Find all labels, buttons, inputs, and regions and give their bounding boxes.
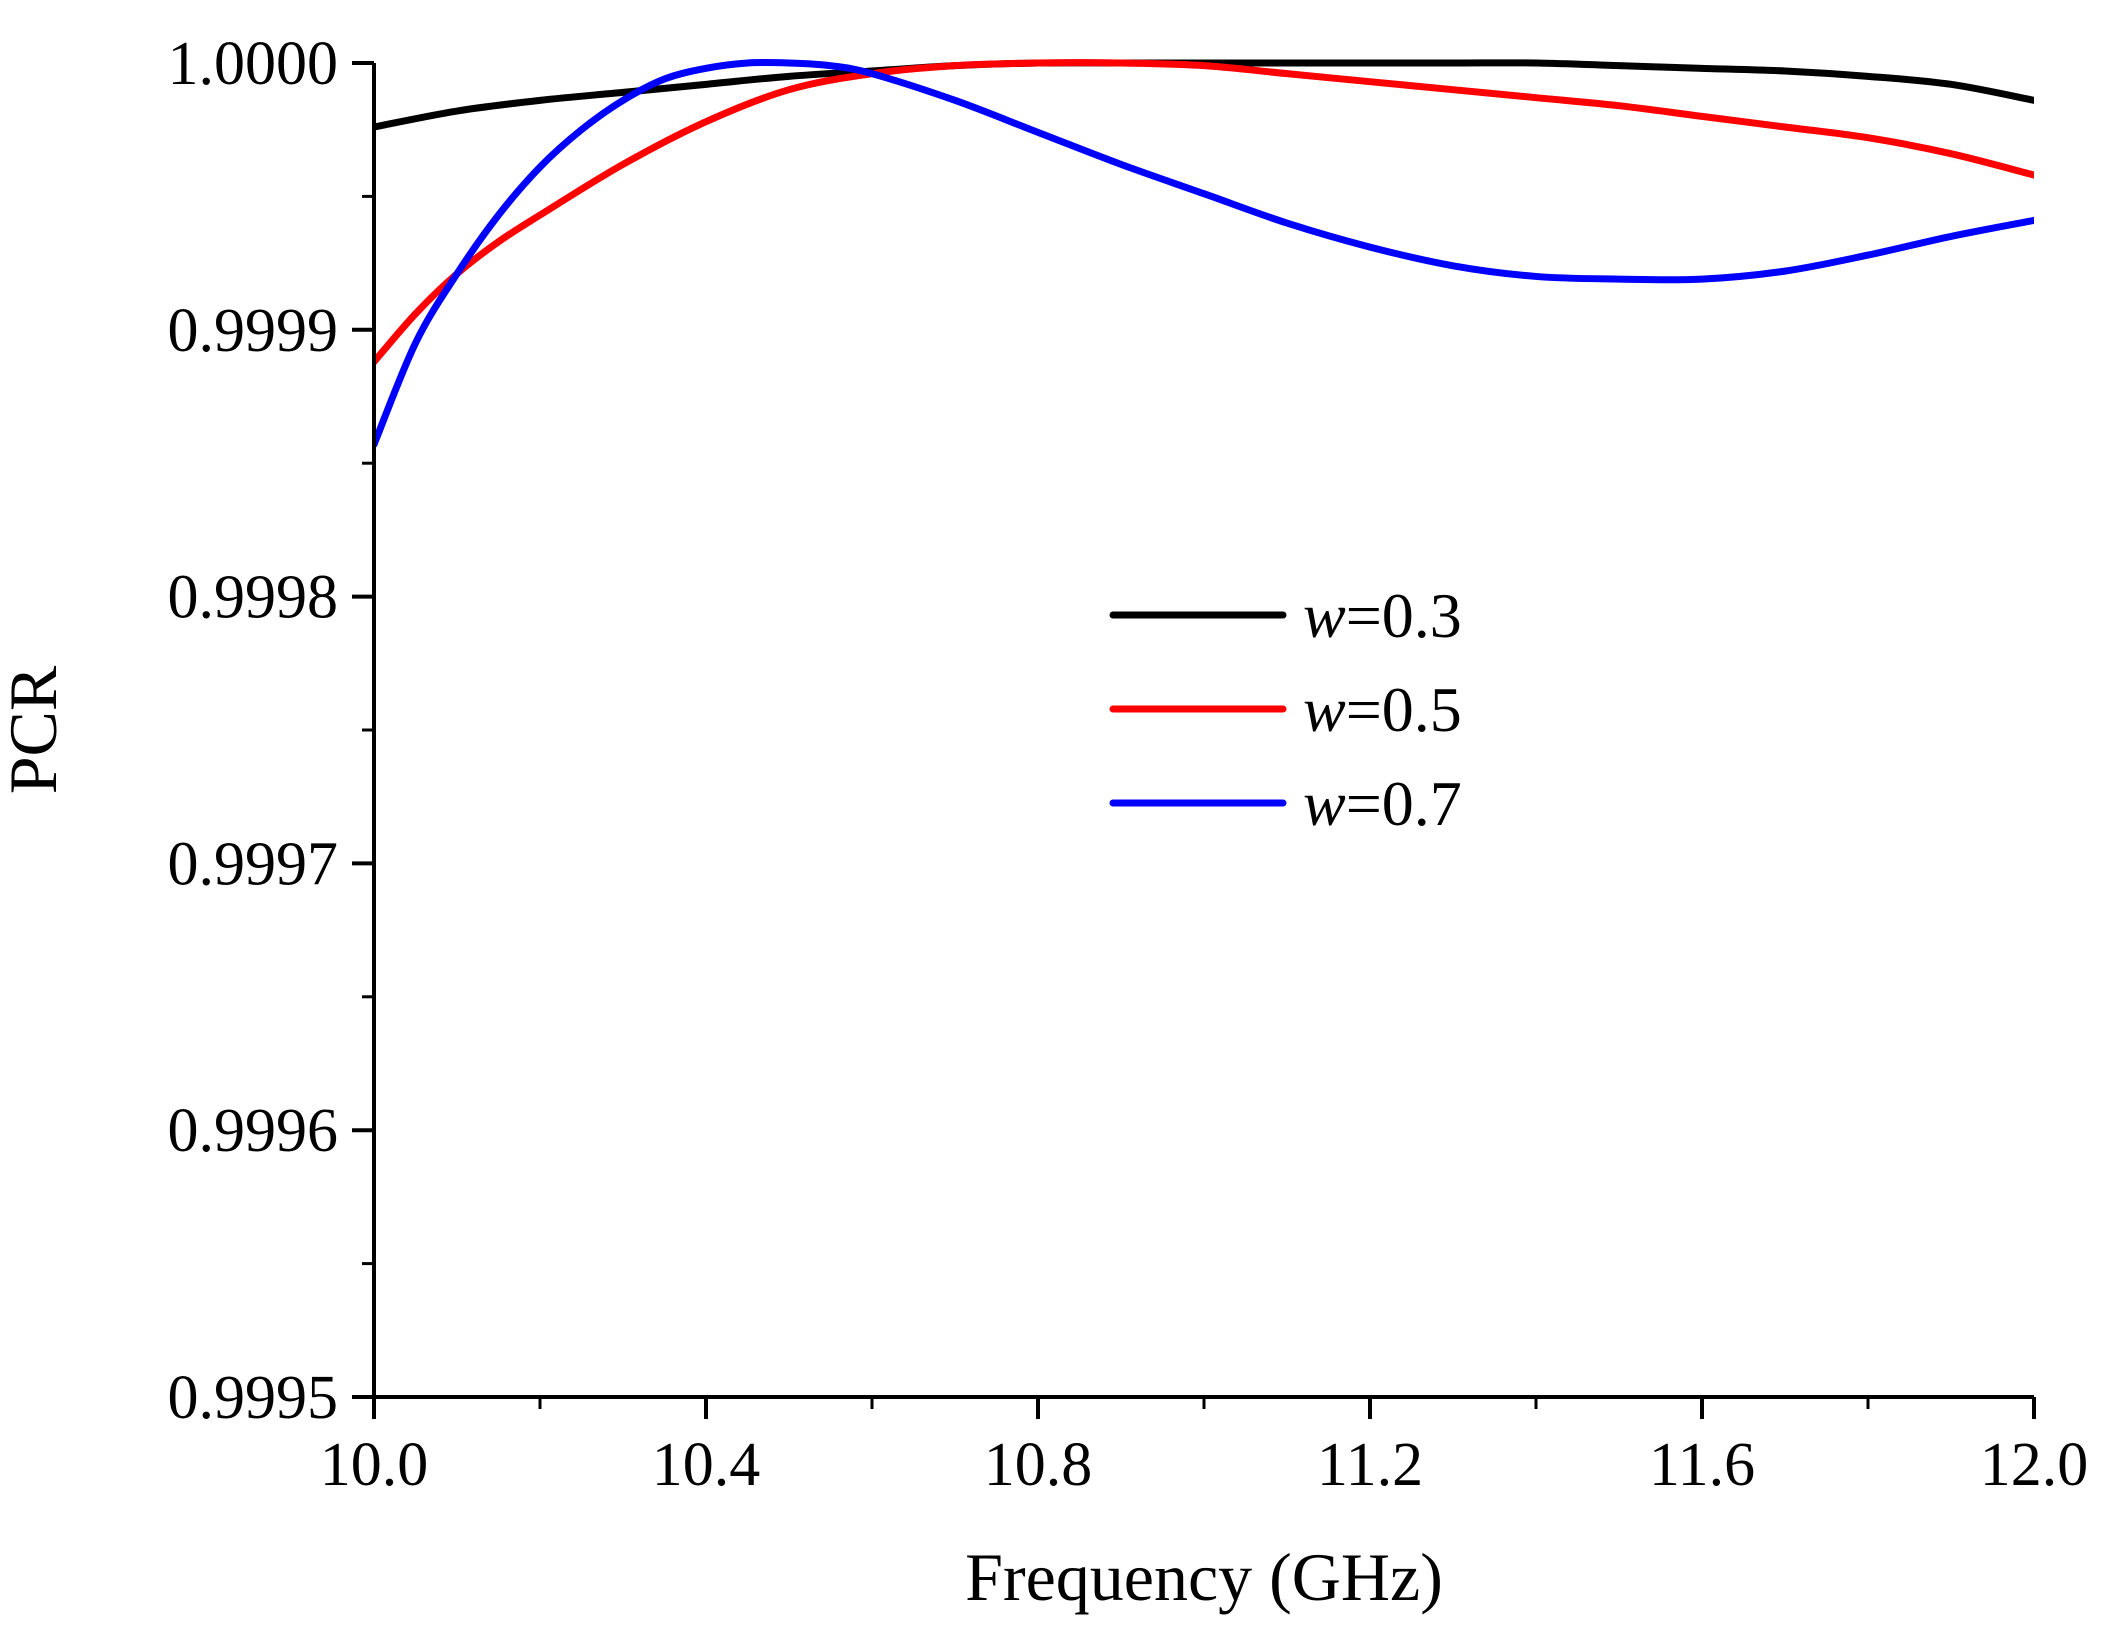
y-axis-title: PCR xyxy=(0,665,71,794)
x-tick-label: 11.6 xyxy=(1649,1431,1755,1499)
x-tick-label: 10.8 xyxy=(984,1431,1093,1499)
y-tick-label: 0.9997 xyxy=(168,830,339,898)
x-tick-label: 10.0 xyxy=(320,1431,429,1499)
legend-label: w=0.7 xyxy=(1303,768,1462,839)
y-tick-label: 1.0000 xyxy=(168,30,339,98)
y-tick-label: 0.9999 xyxy=(168,297,339,365)
y-tick-label: 0.9996 xyxy=(168,1097,339,1165)
legend-label: w=0.5 xyxy=(1303,674,1462,745)
ticks-layer: 10.0 10.4 10.8 11.2 11.6 12.0 0.9995 0.9996 0.99… xyxy=(168,30,2089,1499)
x-axis-title: Frequency (GHz) xyxy=(965,1539,1443,1615)
legend: w=0.3 w=0.5 w=0.7 xyxy=(1109,580,1462,839)
series-line-w-0-7 xyxy=(374,58,2034,449)
y-tick-label: 0.9998 xyxy=(168,564,339,632)
x-tick-label: 11.2 xyxy=(1317,1431,1423,1499)
series-layer xyxy=(374,58,2034,449)
series-line-w-0-5 xyxy=(374,59,2034,366)
x-tick-label: 10.4 xyxy=(652,1431,761,1499)
x-tick-label: 12.0 xyxy=(1980,1431,2089,1499)
legend-label: w=0.3 xyxy=(1303,580,1462,651)
y-tick-label: 0.9995 xyxy=(168,1364,339,1432)
